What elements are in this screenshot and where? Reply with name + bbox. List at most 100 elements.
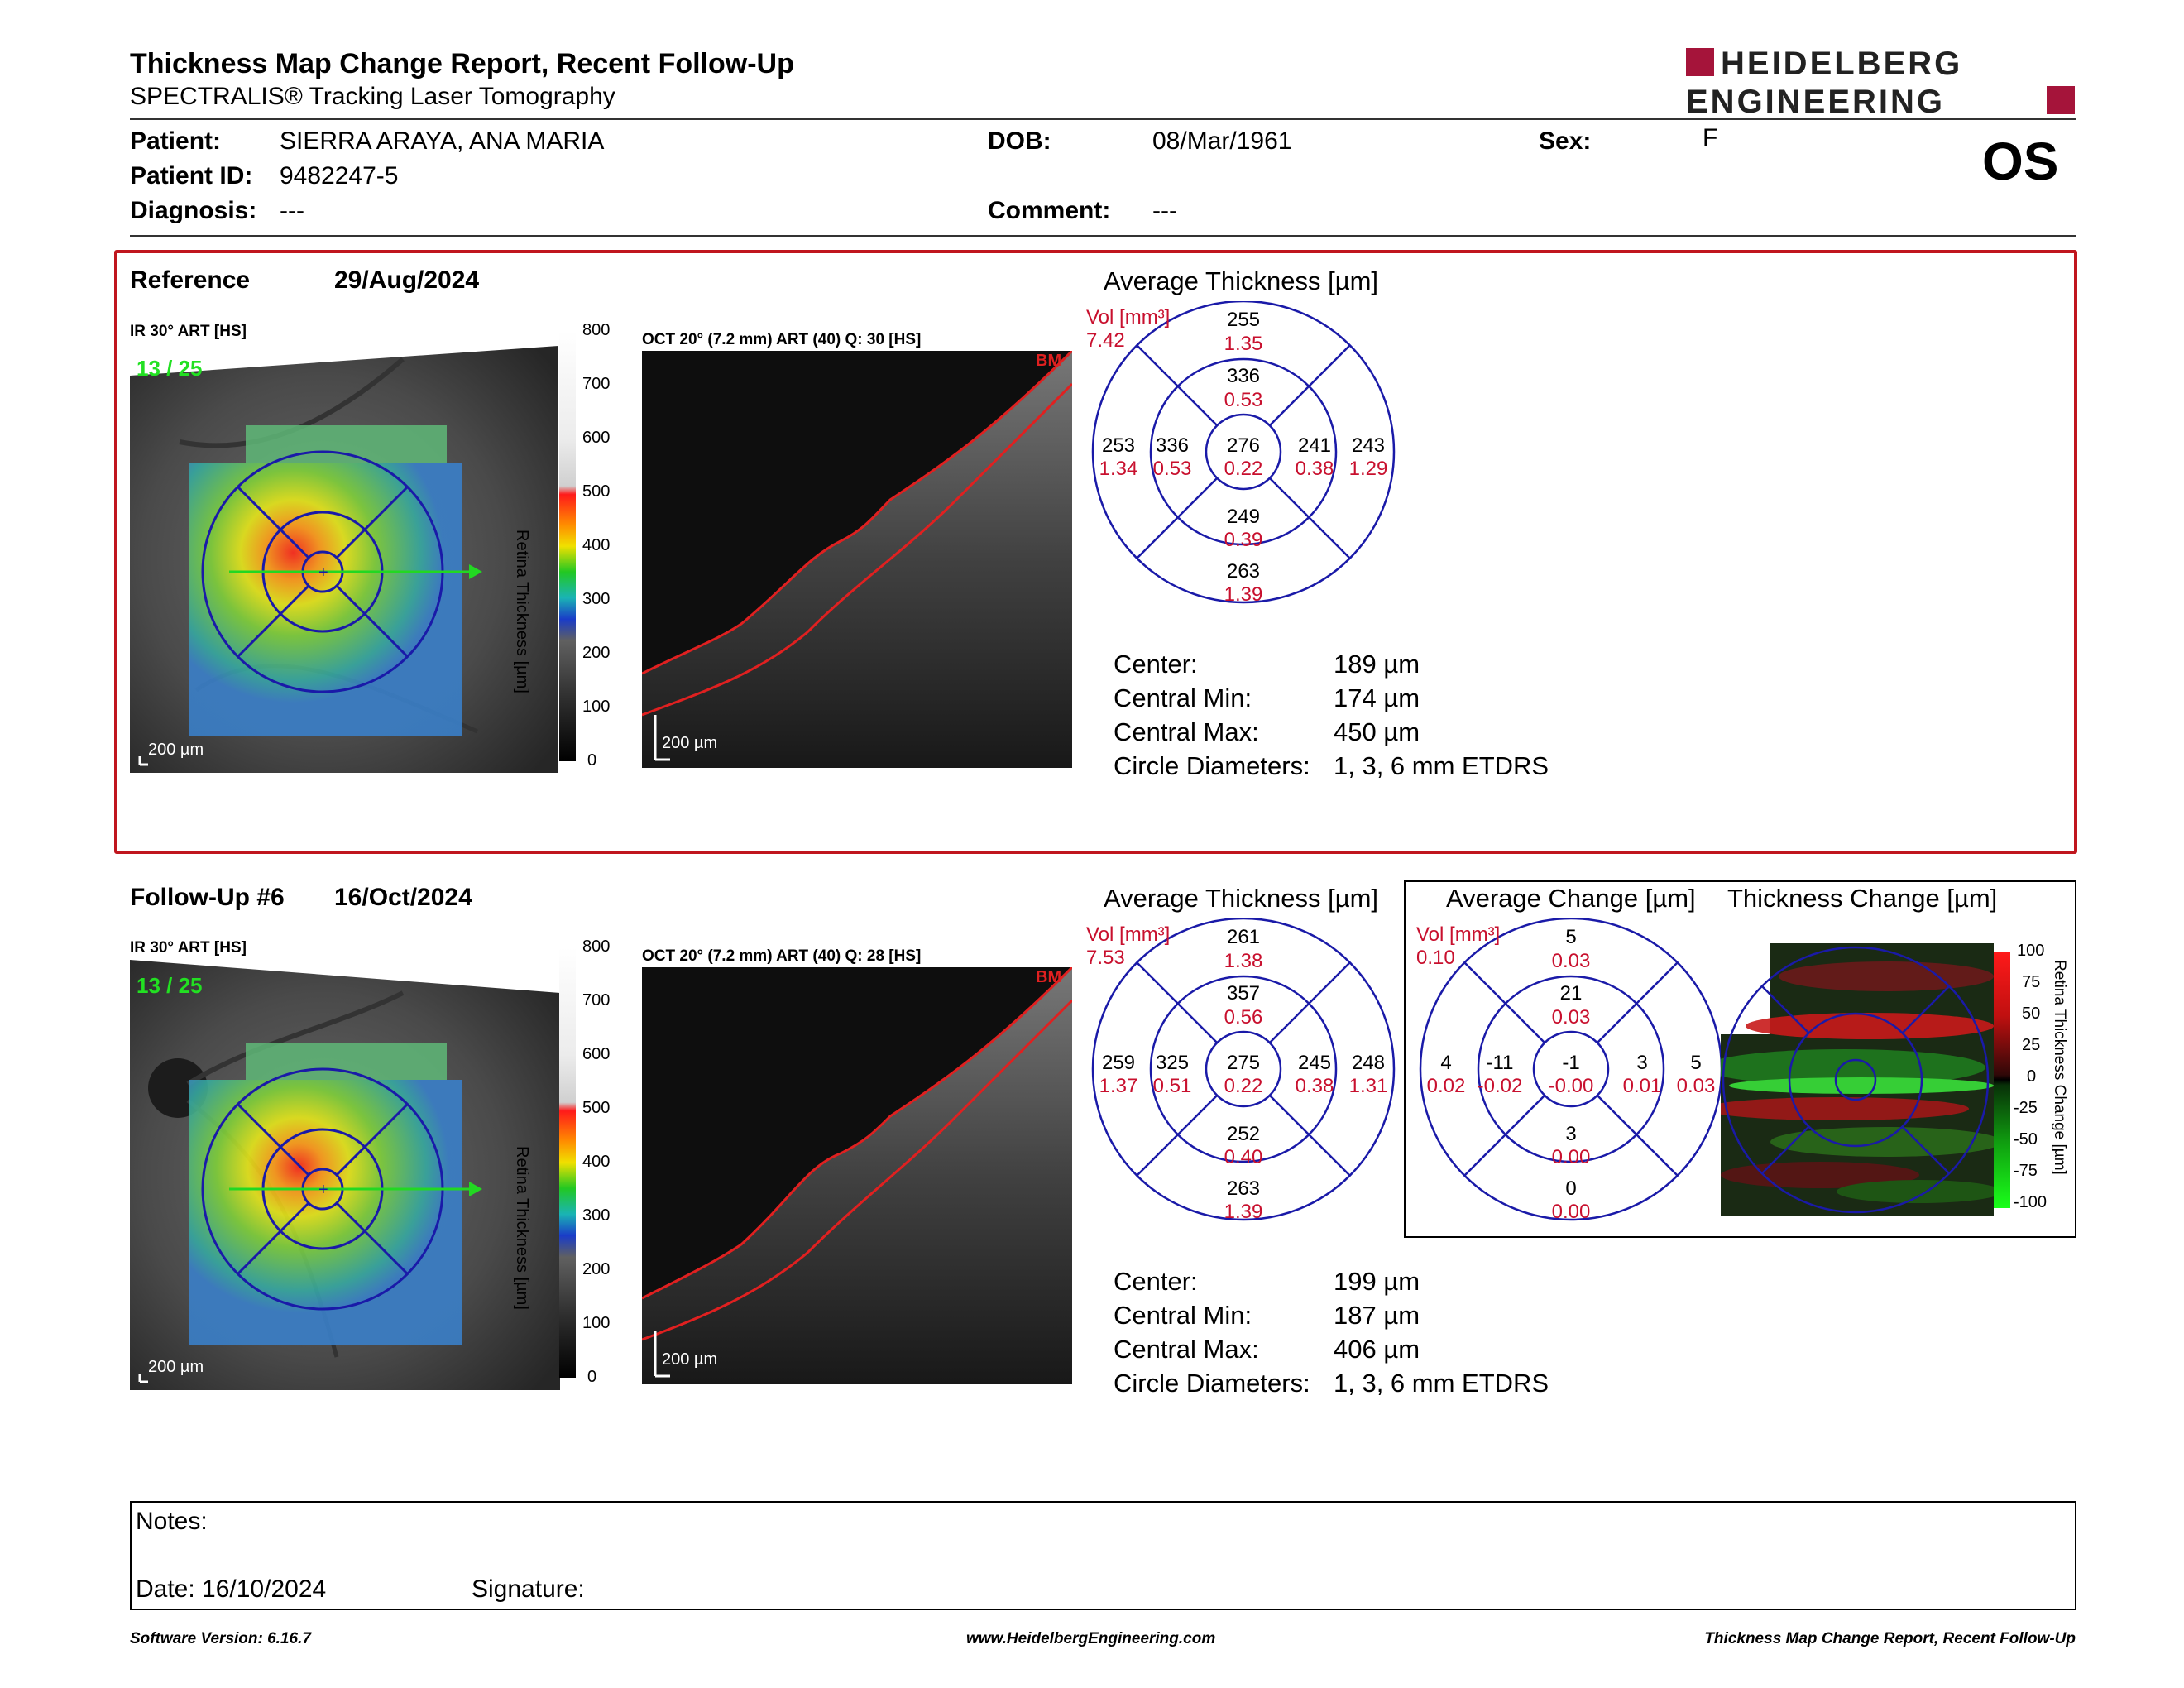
svg-text:1.37: 1.37: [1099, 1075, 1138, 1097]
change-colorbar: [1994, 952, 2010, 1208]
logo-line2: ENGINEERING: [1686, 84, 1945, 116]
eye-indicator: OS: [1982, 132, 2059, 191]
fu-thickness-title: Retina Thickness [µm]: [513, 1146, 531, 1310]
footer-software-version: Software Version: 6.16.7: [130, 1630, 311, 1647]
svg-text:248: 248: [1352, 1052, 1385, 1074]
ref-oct-label: OCT 20° (7.2 mm) ART (40) Q: 30 [HS]: [642, 331, 922, 348]
sex-label: Sex:: [1539, 127, 1592, 155]
sex-value: F: [1703, 124, 1718, 151]
followup-label: Follow-Up #6: [130, 884, 285, 911]
svg-text:4: 4: [1440, 1052, 1451, 1074]
report-title: Thickness Map Change Report, Recent Foll…: [130, 48, 794, 79]
svg-text:21: 21: [1560, 982, 1583, 1005]
fu-vol-label: Vol [mm³]: [1086, 923, 1171, 946]
change-etdrs-graphic: 5 0.03 21 0.03 4 0.02 -11 -0.02 -1 -0.00…: [1419, 917, 1723, 1223]
svg-text:0.03: 0.03: [1552, 950, 1591, 972]
patient-id-label: Patient ID:: [130, 162, 253, 189]
fu-stat-min-value: 187 µm: [1334, 1301, 1420, 1330]
svg-text:1.34: 1.34: [1099, 458, 1138, 480]
svg-text:357: 357: [1227, 982, 1260, 1005]
svg-text:3: 3: [1636, 1052, 1647, 1074]
svg-text:-11: -11: [1487, 1052, 1514, 1074]
svg-text:0.02: 0.02: [1427, 1075, 1466, 1097]
svg-text:-0.02: -0.02: [1478, 1075, 1523, 1097]
svg-text:5: 5: [1565, 926, 1576, 948]
svg-text:325: 325: [1156, 1052, 1189, 1074]
report-subtitle: SPECTRALIS® Tracking Laser Tomography: [130, 83, 615, 110]
reference-label: Reference: [130, 266, 251, 294]
svg-text:252: 252: [1227, 1123, 1260, 1145]
ref-thickness-colorbar: [559, 331, 576, 761]
svg-text:336: 336: [1227, 365, 1260, 387]
ref-oct-graphic: BM 200 µm: [642, 351, 1072, 768]
svg-text:+: +: [318, 563, 328, 582]
ref-stat-min-label: Central Min:: [1114, 683, 1252, 712]
notes-signature: Signature:: [472, 1575, 585, 1603]
thickness-change-graphic: [1704, 943, 2002, 1216]
logo-line1: HEIDELBERG: [1721, 46, 1962, 82]
dob-label: DOB:: [988, 127, 1051, 155]
ref-avg-title: Average Thickness [µm]: [1104, 266, 1379, 295]
svg-text:0.22: 0.22: [1224, 458, 1263, 480]
ref-vol-label: Vol [mm³]: [1086, 306, 1171, 328]
svg-text:263: 263: [1227, 560, 1260, 583]
ref-bm-label: BM: [1036, 352, 1061, 370]
fu-stat-max-value: 406 µm: [1334, 1335, 1420, 1364]
svg-text:1.38: 1.38: [1224, 950, 1263, 972]
ref-vol-value: 7.42: [1086, 329, 1125, 352]
ref-stat-diam-value: 1, 3, 6 mm ETDRS: [1334, 751, 1549, 780]
footer-report-name: Thickness Map Change Report, Recent Foll…: [1704, 1630, 2076, 1647]
ref-stat-diam-label: Circle Diameters:: [1114, 751, 1310, 780]
svg-text:241: 241: [1298, 434, 1331, 457]
patient-name: SIERRA ARAYA, ANA MARIA: [280, 127, 605, 155]
notes-box: [130, 1501, 2076, 1610]
diagnosis-label: Diagnosis:: [130, 197, 257, 224]
change-etdrs-grid: 5 0.03 21 0.03 4 0.02 -11 -0.02 -1 -0.00…: [1411, 917, 1742, 1233]
ref-stat-center-value: 189 µm: [1334, 650, 1420, 679]
ref-etdrs-grid: 255 1.35 336 0.53 253 1.34 336 0.53 276 …: [1084, 300, 1415, 616]
fu-etdrs-graphic: 261 1.38 357 0.56 259 1.37 325 0.51 275 …: [1091, 917, 1396, 1223]
svg-text:275: 275: [1227, 1052, 1260, 1074]
svg-text:259: 259: [1102, 1052, 1135, 1074]
svg-text:1.31: 1.31: [1349, 1075, 1388, 1097]
svg-text:0.56: 0.56: [1224, 1006, 1263, 1029]
svg-text:276: 276: [1227, 434, 1260, 457]
svg-text:0.53: 0.53: [1153, 458, 1192, 480]
change-vol-label: Vol [mm³]: [1416, 923, 1501, 946]
fu-stat-center-value: 199 µm: [1334, 1267, 1420, 1296]
svg-text:0.40: 0.40: [1224, 1146, 1263, 1168]
fu-stat-diam-value: 1, 3, 6 mm ETDRS: [1334, 1369, 1549, 1398]
svg-text:+: +: [318, 1181, 328, 1199]
comment-value: ---: [1152, 197, 1177, 224]
fu-stat-max-label: Central Max:: [1114, 1335, 1259, 1364]
svg-text:1.39: 1.39: [1224, 1201, 1263, 1223]
fu-stat-diam-label: Circle Diameters:: [1114, 1369, 1310, 1398]
ref-frame-counter: 13 / 25: [136, 356, 203, 381]
svg-text:0.39: 0.39: [1224, 529, 1263, 551]
svg-text:0.01: 0.01: [1623, 1075, 1662, 1097]
ref-stat-center-label: Center:: [1114, 650, 1198, 679]
svg-text:1.35: 1.35: [1224, 333, 1263, 355]
ref-ir-image: + 13 / 25 200 µm: [130, 343, 558, 773]
ref-ir-scale: 200 µm: [148, 741, 204, 759]
change-vol-value: 0.10: [1416, 947, 1455, 969]
comment-label: Comment:: [988, 197, 1111, 224]
ref-stat-min-value: 174 µm: [1334, 683, 1420, 712]
fu-ir-image: + 13 / 25 200 µm: [130, 960, 560, 1390]
svg-text:3: 3: [1565, 1123, 1576, 1145]
fu-etdrs-grid: 261 1.38 357 0.56 259 1.37 325 0.51 275 …: [1084, 917, 1415, 1233]
notes-date: Date: 16/10/2024: [136, 1575, 327, 1603]
change-colorbar-ticks: 100 75 50 25 0 -25 -50 -75 -100: [2014, 942, 2048, 1211]
notes-label: Notes:: [136, 1508, 208, 1535]
fu-ir-graphic: + 13 / 25 200 µm: [130, 960, 560, 1390]
change-panel: [1404, 880, 2076, 1238]
footer-website: www.HeidelbergEngineering.com: [966, 1630, 1216, 1647]
fu-ir-scale: 200 µm: [148, 1358, 204, 1376]
fu-frame-counter: 13 / 25: [136, 973, 203, 998]
reference-date: 29/Aug/2024: [334, 266, 480, 294]
fu-bm-label: BM: [1036, 968, 1061, 986]
svg-text:249: 249: [1227, 506, 1260, 528]
fu-thickness-colorbar: [559, 947, 576, 1378]
fu-oct-image: BM 200 µm: [642, 967, 1072, 1384]
ref-etdrs-graphic: 255 1.35 336 0.53 253 1.34 336 0.53 276 …: [1091, 300, 1396, 606]
